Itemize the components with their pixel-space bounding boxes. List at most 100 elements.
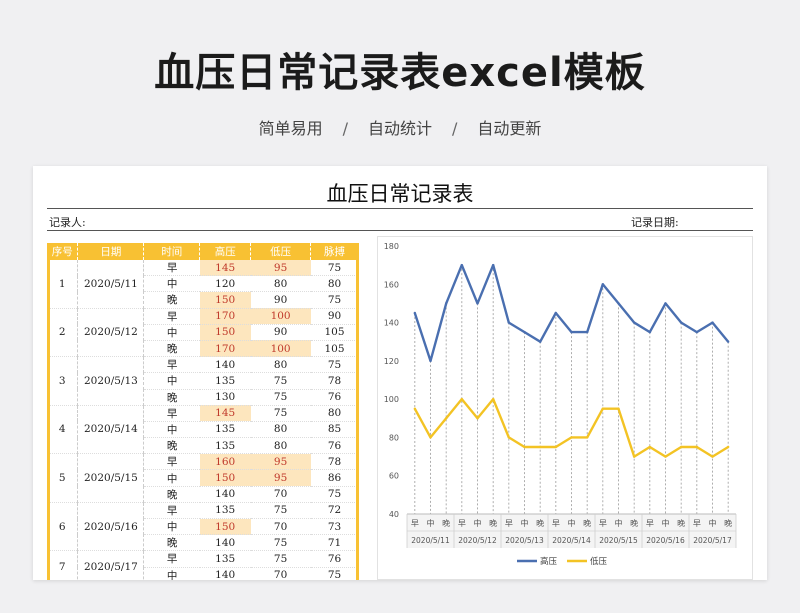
cell-time[interactable]: 早 xyxy=(143,550,200,568)
cell-pulse[interactable]: 80 xyxy=(310,405,359,422)
cell-pulse[interactable]: 75 xyxy=(310,486,359,503)
cell-pulse[interactable]: 76 xyxy=(310,389,359,406)
cell-time[interactable]: 早 xyxy=(143,260,200,277)
cell-time[interactable]: 中 xyxy=(143,469,200,487)
cell-pulse[interactable]: 86 xyxy=(310,469,359,487)
cell-diastolic[interactable]: 80 xyxy=(250,356,311,374)
cell-systolic[interactable]: 135 xyxy=(199,502,251,520)
cell-systolic[interactable]: 170 xyxy=(199,340,251,358)
cell-diastolic[interactable]: 70 xyxy=(250,567,311,580)
cell-time[interactable]: 中 xyxy=(143,518,200,536)
cell-pulse[interactable]: 85 xyxy=(310,421,359,439)
cell-pulse[interactable]: 75 xyxy=(310,567,359,580)
cell-date[interactable]: 2020/5/15 xyxy=(77,453,145,503)
cell-systolic[interactable]: 130 xyxy=(199,389,251,406)
cell-seq[interactable]: 4 xyxy=(47,405,78,455)
cell-time[interactable]: 早 xyxy=(143,356,200,374)
cell-pulse[interactable]: 80 xyxy=(310,275,359,293)
cell-systolic[interactable]: 170 xyxy=(199,308,251,325)
cell-systolic[interactable]: 135 xyxy=(199,421,251,439)
cell-seq[interactable]: 7 xyxy=(47,550,78,580)
cell-systolic[interactable]: 160 xyxy=(199,453,251,471)
cell-time[interactable]: 中 xyxy=(143,324,200,341)
cell-diastolic[interactable]: 75 xyxy=(250,372,311,390)
cell-diastolic[interactable]: 75 xyxy=(250,405,311,422)
cell-systolic[interactable]: 140 xyxy=(199,356,251,374)
x-tick-label: 中 xyxy=(662,518,670,528)
cell-diastolic[interactable]: 95 xyxy=(250,469,311,487)
cell-time[interactable]: 晚 xyxy=(143,534,200,552)
cell-time[interactable]: 早 xyxy=(143,405,200,422)
cell-seq[interactable]: 5 xyxy=(47,453,78,503)
cell-pulse[interactable]: 75 xyxy=(310,291,359,309)
cell-diastolic[interactable]: 80 xyxy=(250,275,311,293)
cell-time[interactable]: 晚 xyxy=(143,291,200,309)
cell-seq[interactable]: 2 xyxy=(47,308,78,358)
cell-time[interactable]: 早 xyxy=(143,502,200,520)
cell-time[interactable]: 早 xyxy=(143,453,200,471)
cell-systolic[interactable]: 135 xyxy=(199,372,251,390)
systolic-data-point xyxy=(632,321,636,324)
cell-pulse[interactable]: 105 xyxy=(310,324,359,341)
cell-seq[interactable]: 3 xyxy=(47,356,78,406)
cell-systolic[interactable]: 135 xyxy=(199,550,251,568)
cell-diastolic[interactable]: 80 xyxy=(250,437,311,455)
cell-diastolic[interactable]: 75 xyxy=(250,534,311,552)
cell-diastolic[interactable]: 95 xyxy=(250,260,311,277)
cell-time[interactable]: 晚 xyxy=(143,340,200,358)
cell-pulse[interactable]: 76 xyxy=(310,437,359,455)
cell-diastolic[interactable]: 90 xyxy=(250,324,311,341)
cell-pulse[interactable]: 75 xyxy=(310,356,359,374)
cell-systolic[interactable]: 145 xyxy=(199,260,251,277)
cell-diastolic[interactable]: 100 xyxy=(250,308,311,325)
cell-pulse[interactable]: 105 xyxy=(310,340,359,358)
cell-date[interactable]: 2020/5/11 xyxy=(77,260,145,309)
cell-diastolic[interactable]: 70 xyxy=(250,486,311,503)
cell-pulse[interactable]: 73 xyxy=(310,518,359,536)
cell-pulse[interactable]: 75 xyxy=(310,260,359,277)
systolic-data-point xyxy=(664,302,667,305)
cell-systolic[interactable]: 150 xyxy=(199,469,251,487)
cell-diastolic[interactable]: 90 xyxy=(250,291,311,309)
cell-date[interactable]: 2020/5/13 xyxy=(77,356,145,406)
cell-pulse[interactable]: 90 xyxy=(310,308,359,325)
cell-time[interactable]: 中 xyxy=(143,567,200,580)
cell-pulse[interactable]: 76 xyxy=(310,550,359,568)
cell-pulse[interactable]: 78 xyxy=(310,453,359,471)
cell-diastolic[interactable]: 75 xyxy=(250,550,311,568)
x-tick-label: 晚 xyxy=(442,518,450,528)
cell-diastolic[interactable]: 80 xyxy=(250,421,311,439)
cell-diastolic[interactable]: 100 xyxy=(250,340,311,358)
cell-time[interactable]: 晚 xyxy=(143,389,200,406)
cell-systolic[interactable]: 150 xyxy=(199,518,251,536)
cell-date[interactable]: 2020/5/17 xyxy=(77,550,145,580)
cell-time[interactable]: 早 xyxy=(143,308,200,325)
cell-systolic[interactable]: 140 xyxy=(199,534,251,552)
cell-pulse[interactable]: 72 xyxy=(310,502,359,520)
systolic-data-point xyxy=(648,330,652,334)
cell-date[interactable]: 2020/5/16 xyxy=(77,502,145,552)
cell-systolic[interactable]: 145 xyxy=(199,405,251,422)
cell-seq[interactable]: 1 xyxy=(47,260,78,309)
cell-systolic[interactable]: 150 xyxy=(199,324,251,341)
cell-systolic[interactable]: 120 xyxy=(199,275,251,293)
cell-time[interactable]: 晚 xyxy=(143,437,200,455)
cell-systolic[interactable]: 140 xyxy=(199,486,251,503)
cell-systolic[interactable]: 135 xyxy=(199,437,251,455)
cell-diastolic[interactable]: 70 xyxy=(250,518,311,536)
cell-date[interactable]: 2020/5/14 xyxy=(77,405,145,455)
cell-systolic[interactable]: 150 xyxy=(199,291,251,309)
cell-diastolic[interactable]: 75 xyxy=(250,389,311,406)
cell-diastolic[interactable]: 75 xyxy=(250,502,311,520)
cell-time[interactable]: 中 xyxy=(143,372,200,390)
cell-pulse[interactable]: 78 xyxy=(310,372,359,390)
cell-diastolic[interactable]: 95 xyxy=(250,453,311,471)
cell-date[interactable]: 2020/5/12 xyxy=(77,308,145,358)
table-row: 中 140 70 75 xyxy=(47,567,359,580)
cell-systolic[interactable]: 140 xyxy=(199,567,251,580)
cell-time[interactable]: 中 xyxy=(143,421,200,439)
cell-time[interactable]: 中 xyxy=(143,275,200,293)
cell-pulse[interactable]: 71 xyxy=(310,534,359,552)
cell-seq[interactable]: 6 xyxy=(47,502,78,552)
cell-time[interactable]: 晚 xyxy=(143,486,200,503)
